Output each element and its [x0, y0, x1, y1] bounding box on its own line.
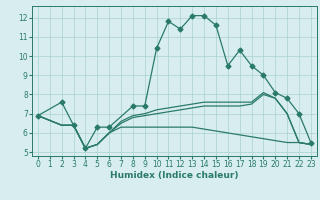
- X-axis label: Humidex (Indice chaleur): Humidex (Indice chaleur): [110, 171, 239, 180]
